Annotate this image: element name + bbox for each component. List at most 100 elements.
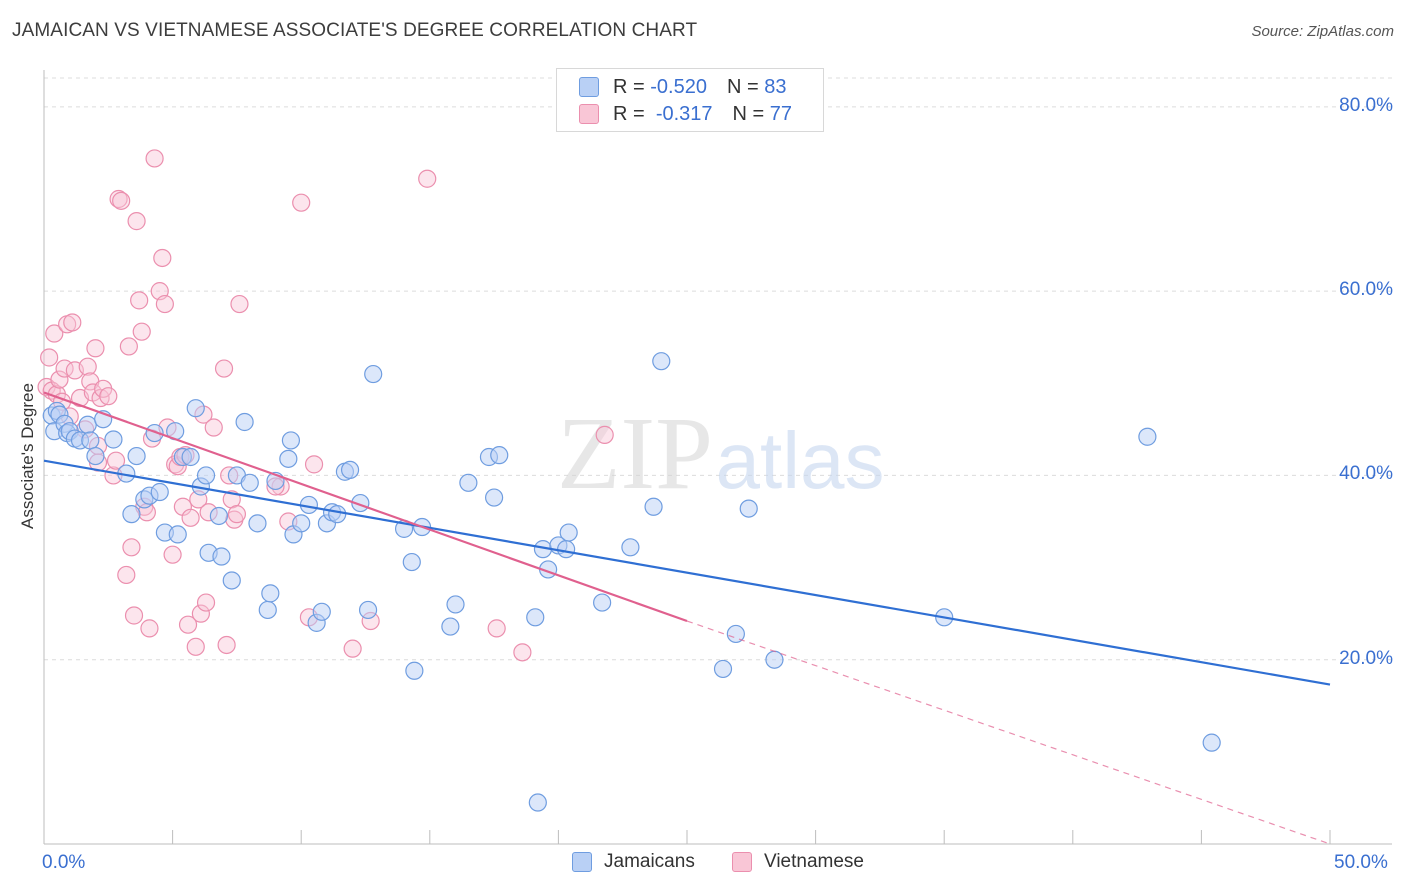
- watermark-zip: ZIP: [557, 396, 713, 511]
- jamaican-point: [405, 661, 424, 680]
- jamaican-point: [765, 650, 784, 669]
- trend-lines: [43, 391, 1331, 845]
- vietnamese-point: [292, 193, 311, 212]
- n-value-vietnamese: 77: [769, 102, 793, 125]
- vietnamese-point: [109, 189, 128, 209]
- vietnamese-point: [230, 294, 249, 314]
- vietnamese-point: [78, 357, 97, 376]
- axes: [43, 70, 1392, 845]
- grid-lines: [44, 77, 1392, 661]
- vietnamese-point: [132, 322, 151, 341]
- source-credit: Source: ZipAtlas.com: [1251, 23, 1394, 40]
- jamaican-point: [358, 600, 378, 620]
- vietnamese-point: [86, 339, 105, 358]
- vietnamese-point: [217, 635, 236, 655]
- jamaican-point: [526, 608, 545, 627]
- legend-row-jamaican: R = -0.520 N = 83: [579, 74, 786, 100]
- vietnamese-point: [99, 387, 118, 406]
- vietnamese-point: [124, 606, 144, 625]
- jamaican-point: [209, 506, 228, 526]
- jamaican-point: [644, 497, 663, 516]
- n-label: N =: [732, 102, 765, 125]
- correlation-legend: R = -0.520 N = 83 R = -0.317 N = 77: [556, 68, 824, 132]
- jamaican-point: [104, 430, 123, 449]
- jamaican-point: [557, 540, 576, 559]
- jamaican-point: [652, 352, 671, 371]
- x-tick-min: 0.0%: [42, 852, 86, 873]
- vietnamese-point: [145, 149, 164, 168]
- vietnamese-point: [227, 505, 246, 524]
- vietnamese-points: [37, 149, 614, 662]
- y-tick-label: 40.0%: [1339, 463, 1393, 485]
- jamaican-point: [78, 415, 97, 434]
- jamaican-point: [312, 602, 331, 621]
- jamaican-point: [441, 617, 460, 636]
- jamaican-point: [292, 514, 311, 533]
- r-label: R =: [613, 75, 645, 98]
- y-tick-label: 60.0%: [1339, 279, 1393, 301]
- vietnamese-point: [178, 615, 198, 634]
- r-label: R =: [613, 102, 645, 125]
- jamaican-point: [528, 793, 547, 812]
- jamaican-point: [1202, 733, 1221, 752]
- vietnamese-point: [196, 593, 216, 612]
- jamaican-point: [222, 571, 241, 590]
- vietnamese-point: [186, 637, 205, 656]
- jamaican-point: [127, 446, 146, 466]
- jamaican-point: [258, 600, 277, 620]
- chart-title: JAMAICAN VS VIETNAMESE ASSOCIATE'S DEGRE…: [12, 20, 698, 41]
- vietnamese-swatch: [732, 852, 752, 872]
- watermark-atlas: atlas: [716, 416, 885, 505]
- vietnamese-point: [181, 508, 200, 527]
- jamaican-point: [186, 399, 205, 418]
- jamaican-point: [446, 595, 465, 614]
- jamaican-point: [212, 547, 231, 566]
- vietnamese-point: [63, 313, 82, 332]
- jamaican-point: [402, 552, 421, 572]
- vietnamese-point: [513, 643, 532, 662]
- legend-item-jamaicans[interactable]: Jamaicans: [572, 851, 695, 873]
- jamaican-points: [42, 352, 1221, 812]
- jamaican-point: [181, 447, 200, 467]
- vietnamese-point: [117, 565, 136, 585]
- vietnamese-point: [40, 348, 59, 367]
- jamaican-trend-line: [43, 459, 1331, 686]
- vietnamese-point: [343, 639, 362, 658]
- y-tick-label: 20.0%: [1339, 647, 1393, 669]
- legend-row-vietnamese: R = -0.317 N = 77: [579, 101, 792, 127]
- vietnamese-point: [214, 359, 234, 378]
- jamaican-point: [145, 423, 164, 443]
- y-axis-label: Associate's Degree: [18, 383, 37, 529]
- vietnamese-point: [119, 337, 138, 356]
- vietnamese-point: [112, 191, 131, 210]
- jamaican-point: [340, 460, 360, 479]
- jamaican-point: [235, 412, 254, 432]
- vietnamese-trend-line: [43, 391, 688, 623]
- jamaican-point: [279, 449, 298, 468]
- vietnamese-point: [127, 212, 146, 231]
- jamaicans-swatch: [572, 852, 592, 872]
- jamaican-point: [593, 593, 612, 612]
- jamaican-point: [150, 482, 169, 502]
- jamaican-point: [81, 431, 100, 450]
- jamaican-swatch: [579, 77, 599, 97]
- jamaican-point: [490, 446, 509, 465]
- jamaican-point: [328, 505, 347, 524]
- jamaican-point: [739, 499, 758, 518]
- jamaican-point: [261, 584, 280, 603]
- vietnamese-trend-extension: [686, 620, 1331, 845]
- vietnamese-point: [304, 455, 324, 474]
- vietnamese-point: [140, 619, 159, 638]
- vietnamese-point: [595, 425, 614, 444]
- legend-item-vietnamese[interactable]: Vietnamese: [732, 851, 864, 873]
- vietnamese-point: [418, 169, 437, 188]
- series-legend: Jamaicans Vietnamese: [0, 851, 1406, 879]
- vietnamese-swatch: [579, 104, 599, 124]
- r-value-vietnamese: -0.317: [655, 102, 713, 125]
- vietnamese-point: [153, 248, 172, 268]
- jamaican-point: [621, 538, 640, 557]
- vietnamese-point: [106, 451, 126, 470]
- jamaican-point: [559, 523, 578, 542]
- jamaican-point: [364, 364, 383, 384]
- vietnamese-point: [163, 545, 182, 564]
